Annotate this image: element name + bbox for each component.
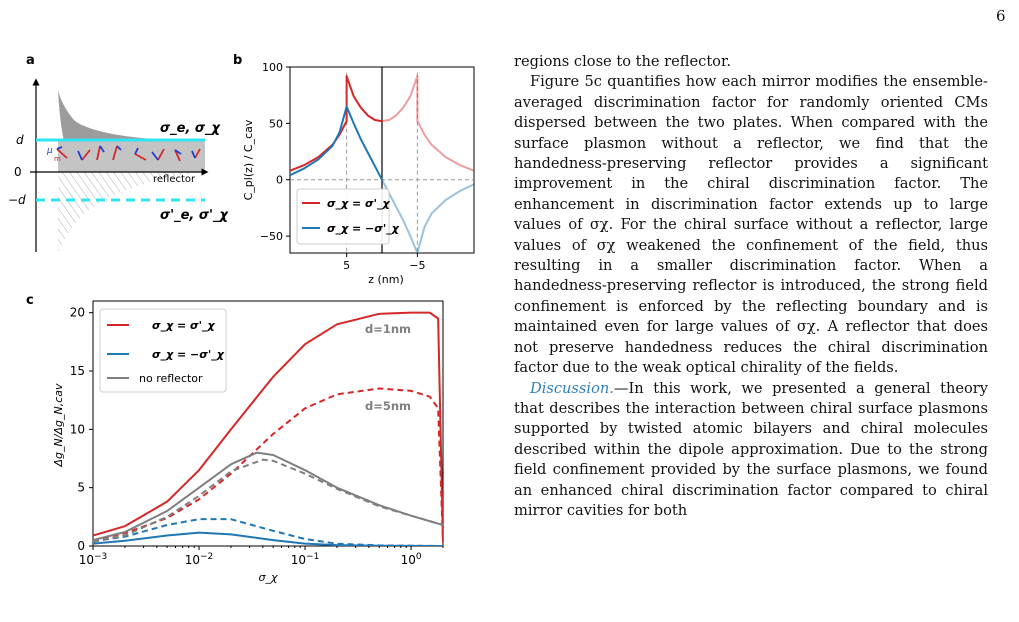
series-line-c-1 bbox=[93, 387, 443, 543]
series-line-b-0 bbox=[290, 75, 383, 172]
annotation-d5: d=5nm bbox=[365, 399, 411, 413]
page-number: 6 bbox=[996, 7, 1006, 25]
top-plate-label: σ_e, σ_χ bbox=[160, 121, 222, 136]
panel-c-ylabel: Δg_N/Δg_N,cav bbox=[52, 383, 65, 467]
xtick-label-b: −5 bbox=[409, 259, 425, 272]
panel-b-yticks: 100 50 0 −50 bbox=[260, 61, 290, 243]
series-line-b-1 bbox=[381, 75, 474, 172]
ytick-label-c: 0 bbox=[77, 539, 85, 553]
discussion-heading: Discussion. bbox=[530, 379, 614, 397]
chiral-molecules bbox=[56, 145, 201, 162]
ytick-label-c: 15 bbox=[70, 364, 85, 378]
panel-a-label: a bbox=[26, 53, 35, 68]
paragraph-1: regions close to the reflector. bbox=[514, 53, 731, 70]
panel-b-xlabel: z (nm) bbox=[368, 273, 404, 286]
figure-5: a d 0 −d σ_e, σ_χ σ'_e, σ'_χ reflector μ… bbox=[8, 53, 475, 584]
xtick-label-c: 10−1 bbox=[291, 552, 320, 567]
xtick-label-c: 100 bbox=[401, 552, 422, 567]
panel-c-legend: σ_χ = σ'_χ σ_χ = −σ'_χ no reflector bbox=[99, 308, 227, 393]
panel-b-label: b bbox=[233, 53, 242, 68]
field-region-between-plates bbox=[58, 140, 205, 172]
panel-b-legend: σ_χ = σ'_χ σ_χ = −σ'_χ bbox=[296, 188, 400, 245]
series-line-c-3 bbox=[93, 518, 443, 546]
panel-c-xlabel: σ_χ bbox=[259, 571, 278, 584]
panel-b-series bbox=[290, 75, 474, 253]
panel-b-ylabel: C_pl(z) / C_cav bbox=[242, 119, 255, 200]
panel-c-label: c bbox=[26, 293, 34, 308]
panel-c-axes-frame bbox=[92, 300, 444, 547]
ytick-label-b: −50 bbox=[260, 230, 283, 243]
axis-label-zero: 0 bbox=[14, 165, 22, 179]
legend-c-label-red: σ_χ = σ'_χ bbox=[152, 319, 215, 332]
series-line-b-2 bbox=[290, 105, 383, 181]
panel-c-xticks: 10−3 10−2 10−1 100 bbox=[79, 546, 444, 567]
xtick-label-b: 5 bbox=[343, 259, 350, 272]
panel-c-yticks: 0 5 10 15 20 bbox=[70, 306, 93, 553]
reflector-label: reflector bbox=[153, 174, 196, 185]
legend-c-label-blue: σ_χ = −σ'_χ bbox=[152, 348, 225, 361]
legend-b-label-blue: σ_χ = −σ'_χ bbox=[327, 222, 400, 235]
series-line-b-3 bbox=[381, 179, 474, 253]
xtick-label-c: 10−3 bbox=[79, 552, 108, 567]
axis-label-d: d bbox=[16, 133, 24, 147]
axis-label-minus-d: −d bbox=[8, 193, 26, 207]
paragraph-3: Discussion.—In this work, we presented a… bbox=[514, 379, 988, 522]
paragraph-2: Figure 5c quantifies how each mirror mod… bbox=[514, 73, 988, 377]
ytick-label-c: 10 bbox=[70, 422, 85, 436]
series-line-c-2 bbox=[93, 531, 443, 546]
panel-c-series bbox=[93, 311, 443, 546]
panel-b-xticks: 5 −5 bbox=[343, 253, 425, 272]
body-text-column: regions close to the reflector. Figure 5… bbox=[514, 52, 988, 521]
ytick-label-c: 20 bbox=[70, 306, 85, 320]
xtick-label-c: 10−2 bbox=[185, 552, 214, 567]
panel-b: b 100 50 0 −50 5 −5 z (nm) C_pl(z) / C_cav σ… bbox=[233, 53, 475, 286]
legend-c-label-grey: no reflector bbox=[139, 372, 203, 385]
panel-a: a d 0 −d σ_e, σ_χ σ'_e, σ'_χ reflector μ… bbox=[8, 53, 229, 252]
panel-c: c 0 5 10 15 20 10−3 10−2 10−1 100 σ_χ Δg_N/Δg_N… bbox=[26, 293, 444, 584]
ytick-label-b: 0 bbox=[276, 174, 283, 187]
ytick-label-b: 100 bbox=[262, 61, 283, 74]
series-line-c-0 bbox=[93, 311, 443, 543]
bottom-plate-label: σ'_e, σ'_χ bbox=[160, 208, 229, 223]
mu-label: μ bbox=[46, 146, 53, 156]
m-label: m bbox=[54, 155, 61, 163]
field-profile-lower bbox=[58, 172, 205, 252]
ytick-label-c: 5 bbox=[77, 481, 85, 495]
ytick-label-b: 50 bbox=[269, 117, 283, 130]
paragraph-3-body: —In this work, we presented a general th… bbox=[514, 379, 988, 519]
series-line-c-5 bbox=[93, 458, 443, 543]
annotation-d1: d=1nm bbox=[365, 322, 411, 336]
legend-b-label-red: σ_χ = σ'_χ bbox=[327, 197, 390, 210]
